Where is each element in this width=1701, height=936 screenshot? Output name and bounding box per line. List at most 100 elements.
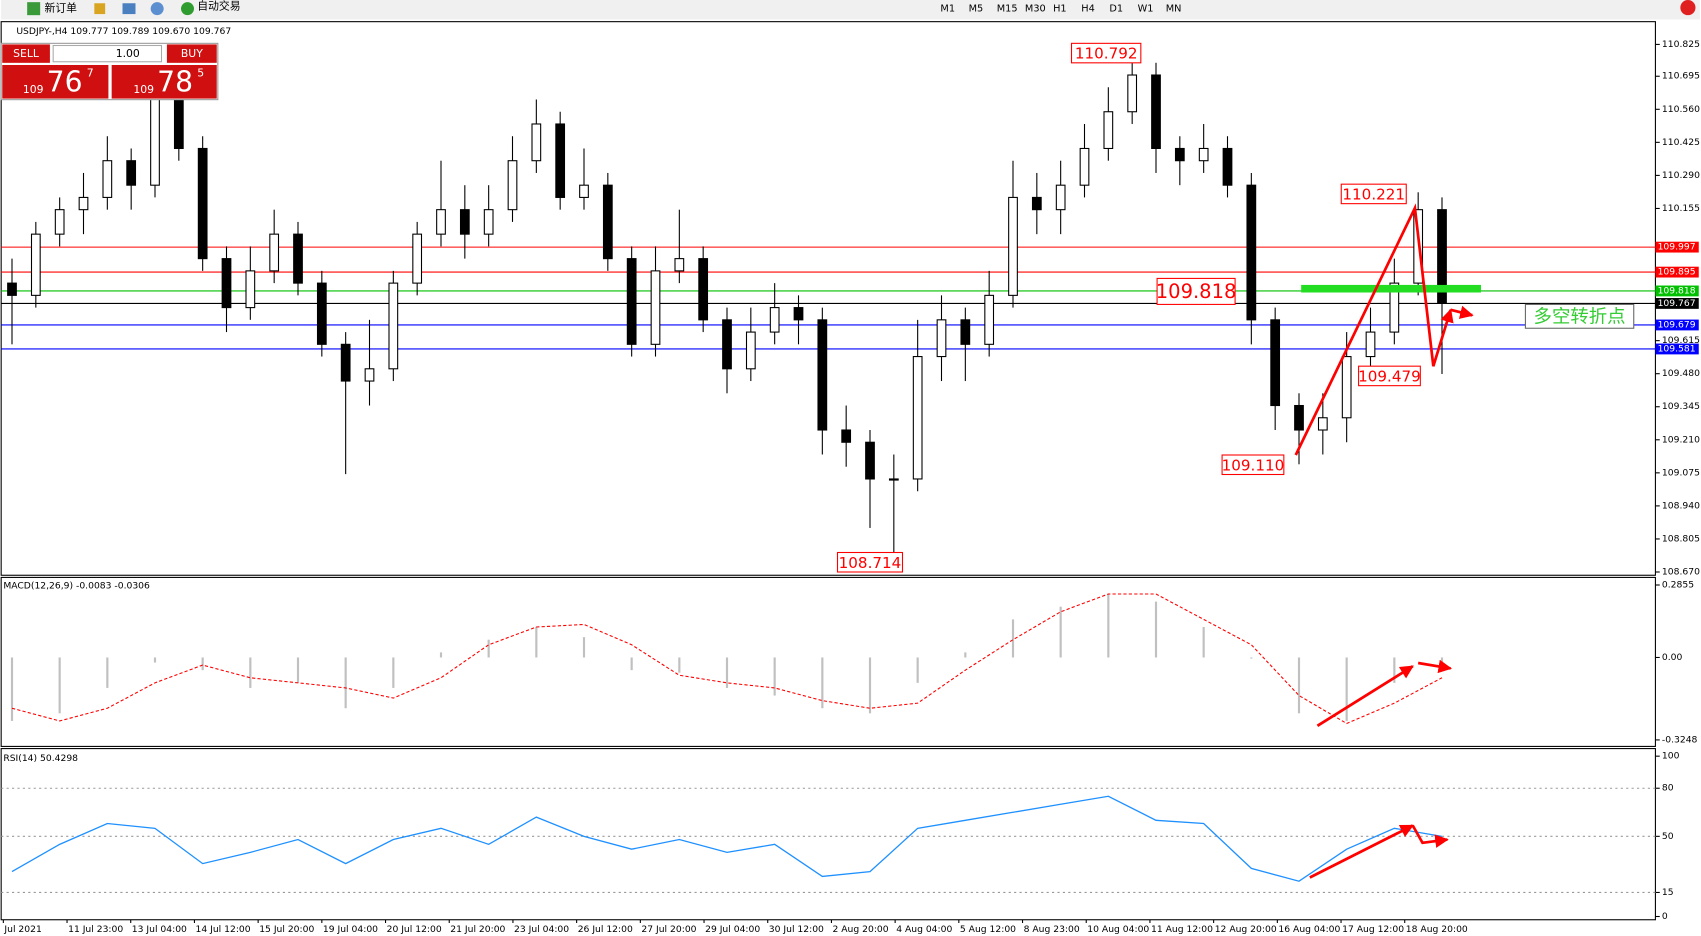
x-tick-label: 12 Aug 20:00 bbox=[1215, 924, 1277, 935]
macd-bar bbox=[1250, 657, 1253, 659]
candle-body bbox=[841, 429, 852, 443]
macd-bar bbox=[725, 657, 729, 688]
rsi-panel bbox=[0, 748, 1656, 921]
macd-bar bbox=[392, 657, 395, 688]
candle-body bbox=[960, 319, 971, 345]
candle-body bbox=[1008, 196, 1018, 296]
candle-body bbox=[1437, 209, 1447, 304]
price-chart: 110.825 110.695 110.560 110.425 110.290 110.1… bbox=[1, 26, 1700, 935]
green-bar bbox=[1301, 284, 1481, 293]
candle-body bbox=[1127, 74, 1138, 113]
icon[interactable] bbox=[94, 3, 106, 15]
timeframe[interactable]: M1 bbox=[940, 4, 955, 15]
candle-body bbox=[555, 123, 566, 198]
candle-body bbox=[459, 209, 470, 235]
macd-bar bbox=[535, 627, 538, 658]
candle-body bbox=[412, 233, 423, 284]
y-tick-label: -0.3248 bbox=[1662, 734, 1698, 745]
level-label: 109.997 bbox=[1658, 242, 1696, 253]
x-tick-label: 11 Jul 23:00 bbox=[68, 924, 123, 935]
timeframe[interactable]: D1 bbox=[1109, 4, 1123, 15]
rsi-line bbox=[11, 795, 1443, 882]
candle-body bbox=[126, 160, 137, 186]
macd-bar bbox=[1297, 657, 1301, 714]
timeframe[interactable]: W1 bbox=[1138, 4, 1154, 15]
toolbar-bg bbox=[1, 0, 1700, 20]
macd-bar bbox=[201, 657, 204, 671]
candle-body bbox=[221, 258, 232, 309]
candle-body bbox=[865, 441, 875, 480]
level-label: 109.581 bbox=[1658, 343, 1696, 354]
buy-price-box[interactable] bbox=[111, 65, 217, 99]
y-tick-label: 109.480 bbox=[1662, 368, 1700, 379]
lots[interactable]: 1.00 bbox=[116, 47, 140, 60]
y-tick-label: 108.940 bbox=[1662, 500, 1700, 511]
icon[interactable] bbox=[150, 2, 164, 16]
chart-title: USDJPY-,H4 109.777 109.789 109.670 109.7… bbox=[16, 26, 231, 37]
new-order[interactable]: 新订单 bbox=[45, 1, 78, 15]
sell-label[interactable]: SELL bbox=[13, 47, 39, 60]
candle-body bbox=[531, 123, 542, 162]
y-tick-label: 110.290 bbox=[1662, 170, 1700, 181]
level-label-bg bbox=[1655, 241, 1699, 253]
timeframe[interactable]: M30 bbox=[1025, 4, 1046, 15]
y-tick-label: 110.155 bbox=[1662, 203, 1700, 214]
macd-bar bbox=[296, 657, 300, 683]
macd-bar bbox=[1393, 657, 1396, 683]
candle-body bbox=[364, 368, 375, 382]
y-tick-label: 100 bbox=[1662, 751, 1680, 762]
annotation-box bbox=[1340, 183, 1407, 205]
macd-chart: 0.2855 0.00 -0.3248 MACD(12,26,9) -0.0083 -… bbox=[3, 579, 1697, 745]
timeframe[interactable]: MN bbox=[1166, 4, 1182, 15]
notice[interactable] bbox=[1680, 0, 1696, 16]
lots-field[interactable] bbox=[52, 44, 163, 63]
annotation: 109.110 bbox=[1222, 456, 1285, 474]
macd-bar bbox=[487, 639, 490, 658]
icon[interactable] bbox=[122, 3, 136, 15]
x-tick-label: 27 Jul 20:00 bbox=[641, 924, 696, 935]
y-tick-label: 108.805 bbox=[1662, 533, 1700, 544]
macd-bar bbox=[1107, 594, 1110, 658]
buy-label[interactable]: BUY bbox=[181, 47, 203, 60]
price-arrow bbox=[1450, 305, 1474, 319]
macd-bar bbox=[1154, 601, 1158, 658]
sell-button[interactable] bbox=[2, 44, 50, 63]
icon[interactable] bbox=[27, 2, 41, 16]
annotation-box bbox=[1221, 454, 1285, 476]
rsi-chart: 100 80 50 15 0 RSI(14) 50.4298 bbox=[1, 751, 1680, 922]
annotation-box bbox=[1358, 365, 1421, 387]
candle-body bbox=[483, 209, 494, 235]
candle-body bbox=[1389, 282, 1400, 333]
macd-bar bbox=[439, 652, 443, 658]
timeframe[interactable]: H4 bbox=[1081, 4, 1095, 15]
macd-bar bbox=[773, 657, 776, 696]
auto-trading[interactable]: 自动交易 bbox=[197, 0, 240, 13]
candle-body bbox=[150, 86, 160, 186]
x-tick-label: 14 Jul 12:00 bbox=[196, 924, 251, 935]
candle-body bbox=[579, 184, 589, 198]
x-tick-label: 16 Aug 04:00 bbox=[1278, 924, 1340, 935]
x-tick-label: 15 Jul 20:00 bbox=[259, 924, 314, 935]
timeframe[interactable]: M5 bbox=[969, 4, 984, 15]
drawn-arrows bbox=[1294, 203, 1481, 879]
icon[interactable] bbox=[181, 2, 194, 16]
x-tick-label: 8 Aug 23:00 bbox=[1024, 924, 1080, 935]
x-tick-label: 21 Jul 20:00 bbox=[450, 924, 505, 935]
y-tick-label: 110.425 bbox=[1662, 137, 1700, 148]
candle-body bbox=[984, 294, 995, 345]
timeframe[interactable]: M15 bbox=[997, 4, 1018, 15]
y-tick-label: 0.2855 bbox=[1662, 579, 1694, 590]
candle-body bbox=[78, 196, 89, 211]
trade-panel: SELL 1.00 BUY 109 76 7 109 78 5 bbox=[0, 42, 219, 101]
y-tick-label: 0.00 bbox=[1662, 652, 1683, 663]
timeframe[interactable]: H1 bbox=[1053, 4, 1067, 15]
y-tick-label: 109.615 bbox=[1662, 335, 1700, 346]
candle-body bbox=[1222, 147, 1233, 186]
candle-body bbox=[793, 307, 804, 321]
sell-price-box[interactable] bbox=[2, 65, 109, 99]
candle-body bbox=[698, 258, 709, 321]
macd-bar bbox=[249, 657, 252, 688]
buy-button[interactable] bbox=[166, 44, 217, 63]
level-label-bg bbox=[1655, 266, 1699, 278]
